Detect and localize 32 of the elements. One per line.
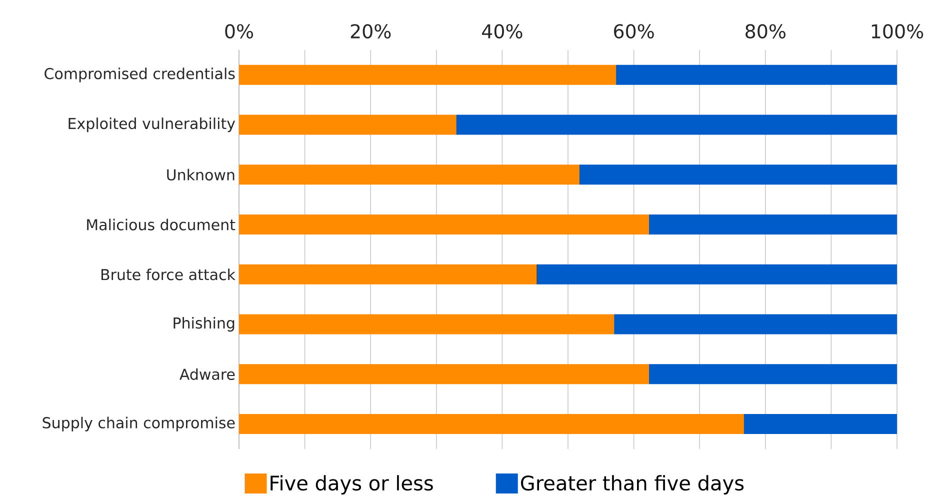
bar bbox=[239, 314, 614, 334]
y-tick-label: Adware bbox=[180, 368, 235, 380]
y-tick-label: Compromised credentials bbox=[44, 68, 235, 82]
x-tick-label: 100% bbox=[872, 24, 924, 38]
y-tick-label: Exploited vulnerability bbox=[68, 118, 236, 132]
y-tick-label: Brute force attack bbox=[101, 268, 236, 280]
bar bbox=[239, 264, 536, 284]
y-tick-label: Phishing bbox=[174, 317, 234, 332]
bar bbox=[239, 414, 744, 434]
legend-label: Five days or less bbox=[270, 475, 433, 494]
x-tick-label: 40% bbox=[482, 24, 522, 38]
bar bbox=[239, 214, 649, 235]
x-tick-label: 0% bbox=[225, 24, 254, 38]
bar bbox=[648, 364, 897, 384]
bar bbox=[744, 414, 897, 434]
bar bbox=[614, 314, 897, 334]
bar bbox=[239, 164, 580, 185]
y-tick-label: Supply chain compromise bbox=[42, 416, 235, 432]
bar bbox=[239, 64, 616, 85]
bar bbox=[648, 214, 897, 235]
bar bbox=[239, 364, 649, 384]
x-tick-label: 60% bbox=[614, 24, 654, 38]
bar bbox=[536, 264, 897, 284]
x-tick-label: 80% bbox=[746, 24, 786, 38]
x-tick-label: 20% bbox=[350, 24, 391, 38]
bar bbox=[239, 114, 456, 135]
bar bbox=[579, 164, 897, 185]
bar bbox=[616, 64, 897, 85]
bar bbox=[456, 114, 897, 135]
legend-label: Greater than five days bbox=[521, 475, 744, 494]
y-tick-label: Unknown bbox=[167, 168, 234, 180]
y-tick-label: Malicious document bbox=[87, 218, 236, 230]
